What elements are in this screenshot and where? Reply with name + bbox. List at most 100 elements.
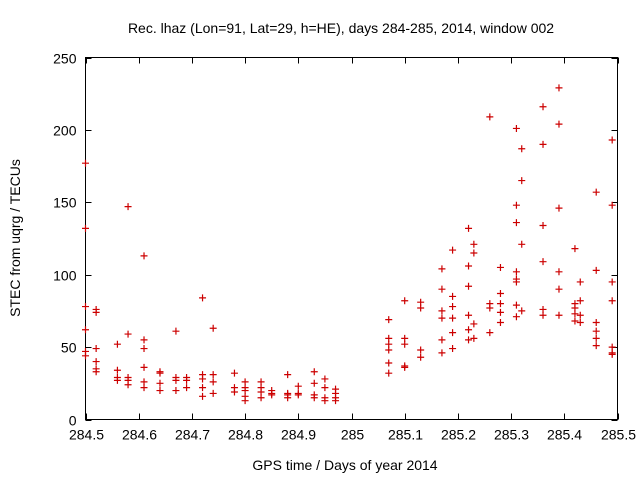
data-point	[518, 177, 526, 185]
data-point	[140, 384, 148, 392]
data-point	[199, 375, 207, 383]
data-point	[284, 371, 292, 379]
data-point	[199, 384, 207, 392]
data-point	[465, 326, 473, 334]
data-point	[199, 392, 207, 400]
data-point	[592, 334, 600, 342]
data-point	[449, 292, 457, 300]
data-point	[518, 240, 526, 248]
data-point	[82, 159, 89, 167]
data-point	[576, 318, 584, 326]
data-point	[140, 363, 148, 371]
data-point	[555, 84, 563, 92]
data-point	[417, 353, 425, 361]
x-tick-label: 285.2	[441, 427, 476, 443]
data-point	[592, 188, 600, 196]
x-tick-labels: 284.5 284.6 284.7 284.8 284.9 285 285.1 285.2 28…	[69, 427, 636, 443]
x-tick-label: 284.8	[228, 427, 263, 443]
data-point	[385, 346, 393, 354]
data-point	[608, 297, 616, 305]
data-point	[294, 382, 302, 390]
data-point	[385, 316, 393, 324]
data-point	[496, 308, 504, 316]
x-tick-label: 284.7	[175, 427, 210, 443]
data-point	[268, 391, 276, 399]
data-point	[512, 268, 520, 276]
data-point	[438, 285, 446, 293]
data-points	[82, 84, 616, 405]
data-point	[92, 368, 100, 376]
data-point	[209, 378, 217, 386]
data-point	[124, 381, 132, 389]
data-point	[310, 379, 318, 387]
data-point	[140, 345, 148, 353]
x-tick-label: 285.3	[494, 427, 529, 443]
data-point	[486, 113, 494, 121]
data-point	[321, 397, 329, 405]
data-point	[539, 221, 547, 229]
data-point	[438, 265, 446, 273]
data-point	[608, 136, 616, 144]
x-axis-label: GPS time / Days of year 2014	[252, 457, 437, 473]
chart-title: Rec. lhaz (Lon=91, Lat=29, h=HE), days 2…	[128, 20, 554, 36]
y-tick-label: 150	[53, 195, 77, 211]
data-point	[496, 300, 504, 308]
data-point	[438, 314, 446, 322]
data-point	[284, 394, 292, 402]
data-point	[230, 369, 238, 377]
data-point	[512, 278, 520, 286]
data-point	[183, 384, 191, 392]
y-tick-label: 100	[53, 268, 77, 284]
data-point	[555, 268, 563, 276]
data-point	[449, 329, 457, 337]
data-point	[449, 246, 457, 254]
x-tick-label: 285.5	[601, 427, 636, 443]
data-point	[140, 252, 148, 260]
data-point	[230, 388, 238, 396]
data-point	[539, 103, 547, 111]
data-point	[209, 389, 217, 397]
data-point	[449, 314, 457, 322]
data-point	[465, 262, 473, 270]
data-point	[592, 327, 600, 335]
data-point	[539, 140, 547, 148]
data-point	[608, 201, 616, 209]
data-point	[257, 394, 265, 402]
data-point	[92, 358, 100, 366]
data-point	[539, 258, 547, 266]
data-point	[438, 307, 446, 315]
data-point	[172, 327, 180, 335]
data-point	[518, 307, 526, 315]
data-point	[571, 245, 579, 253]
data-point	[209, 324, 217, 332]
data-point	[241, 397, 249, 405]
data-point	[310, 394, 318, 402]
data-point	[512, 301, 520, 309]
data-point	[332, 397, 340, 405]
data-point	[571, 310, 579, 318]
y-tick-label: 50	[61, 340, 77, 356]
data-point	[385, 359, 393, 367]
data-point	[124, 330, 132, 338]
data-point	[571, 317, 579, 325]
data-point	[465, 336, 473, 344]
data-point	[209, 371, 217, 379]
data-point	[321, 375, 329, 383]
data-point	[470, 320, 478, 328]
data-point	[555, 285, 563, 293]
data-point	[470, 249, 478, 257]
plot-frame	[85, 57, 618, 420]
y-tick-label: 200	[53, 123, 77, 139]
data-point	[172, 376, 180, 384]
x-tick-label: 285.4	[547, 427, 582, 443]
data-point	[555, 204, 563, 212]
data-point	[496, 318, 504, 326]
data-point	[608, 278, 616, 286]
data-point	[140, 336, 148, 344]
data-point	[449, 303, 457, 311]
data-point	[82, 326, 89, 334]
data-point	[608, 350, 616, 358]
data-point	[401, 363, 409, 371]
data-point	[555, 311, 563, 319]
